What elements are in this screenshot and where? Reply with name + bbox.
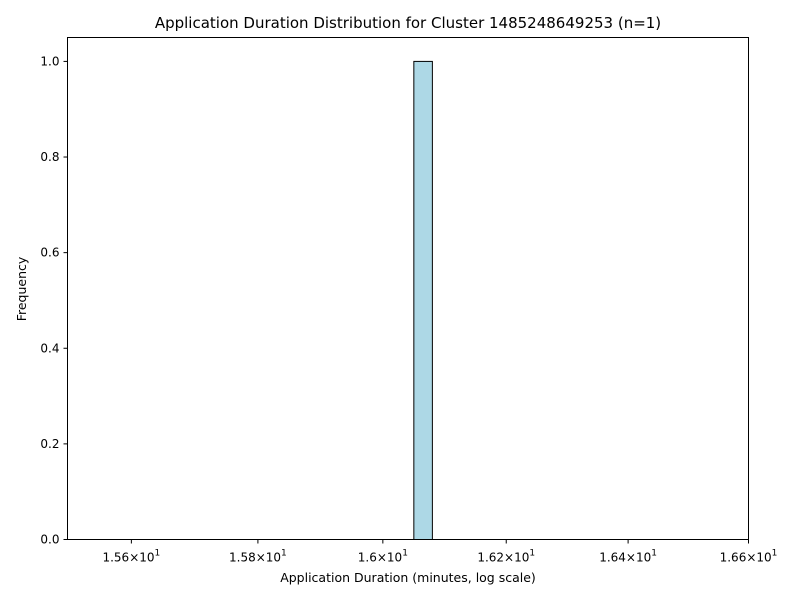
x-tick-mantissa: 1.62×10 [477, 551, 529, 565]
x-tick-exponent: 1 [155, 549, 161, 559]
x-tick-exponent: 1 [651, 549, 657, 559]
x-tick-exponent: 1 [529, 549, 535, 559]
x-tick-label-4: 1.64×101 [599, 549, 657, 565]
y-axis-label: Frequency [14, 256, 29, 321]
y-tick-label-1: 0.2 [40, 437, 59, 451]
x-tick-mantissa: 1.6×10 [358, 551, 402, 565]
x-tick-exponent: 1 [281, 549, 287, 559]
x-tick-mantissa: 1.56×10 [102, 551, 154, 565]
chart-title: Application Duration Distribution for Cl… [155, 14, 661, 32]
x-axis-label: Application Duration (minutes, log scale… [280, 570, 536, 585]
y-tick-label-2: 0.4 [40, 341, 59, 355]
x-tick-mantissa: 1.58×10 [229, 551, 281, 565]
x-tick-label-2: 1.6×101 [358, 549, 408, 565]
axes-frame [67, 37, 749, 540]
y-tick-label-0: 0.0 [40, 533, 59, 547]
x-tick-exponent: 1 [402, 549, 408, 559]
x-tick-label-1: 1.58×101 [229, 549, 287, 565]
y-tick-label-4: 0.8 [40, 150, 59, 164]
x-tick-label-3: 1.62×101 [477, 549, 535, 565]
x-tick-label-5: 1.66×101 [720, 549, 778, 565]
y-tick-label-5: 1.0 [40, 54, 59, 68]
y-axis-ticks: 0.0 0.2 0.4 0.6 0.8 1.0 [40, 54, 68, 547]
x-axis-ticks: 1.56×101 1.58×101 1.6×101 1.62×101 1.64×101 1… [102, 539, 778, 565]
x-tick-mantissa: 1.64×10 [599, 551, 651, 565]
bars [413, 60, 433, 541]
histogram-bar-0 [413, 60, 433, 541]
y-tick-label-3: 0.6 [40, 246, 59, 260]
x-tick-label-0: 1.56×101 [102, 549, 160, 565]
x-tick-exponent: 1 [772, 549, 778, 559]
x-tick-mantissa: 1.66×10 [720, 551, 772, 565]
